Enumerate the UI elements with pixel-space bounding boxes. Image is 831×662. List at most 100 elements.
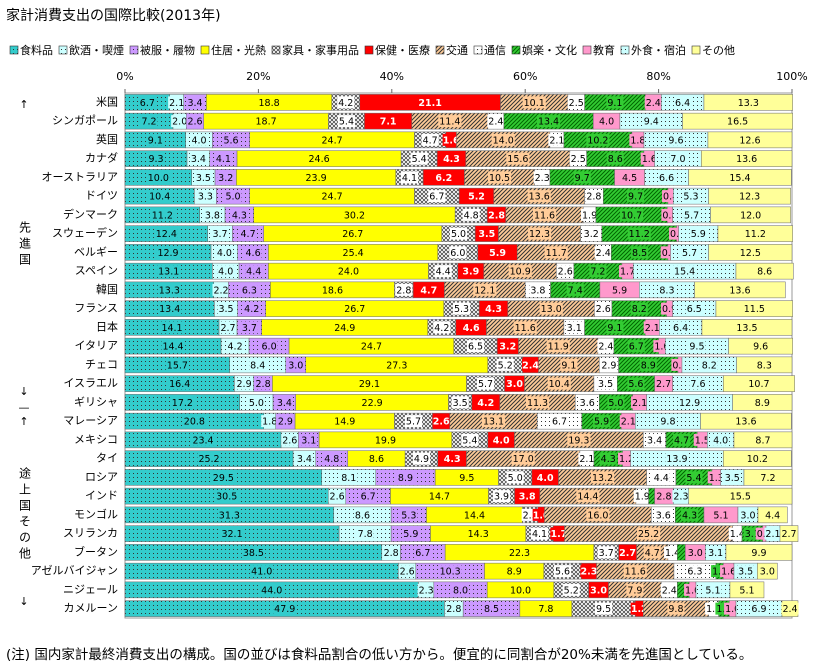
value-label-bg [189, 152, 207, 165]
value-label: 29.1 [359, 379, 380, 390]
value-label-bg [320, 133, 344, 146]
value-label-bg [443, 452, 461, 465]
value-label-bg [215, 490, 239, 503]
value-label: 2.5 [569, 98, 584, 109]
value-label: 9.8 [660, 417, 675, 428]
value-label-bg [482, 602, 501, 615]
value-label-bg [686, 546, 704, 559]
value-label-bg [685, 471, 703, 484]
value-label: 13.2 [592, 473, 613, 484]
value-label: 0.6 [672, 360, 687, 371]
value-label-bg [659, 415, 677, 428]
value-label: 3.7 [242, 323, 257, 334]
value-label: 3.3 [198, 192, 213, 203]
value-label-bg [508, 265, 532, 278]
footnote: (注) 国内家計最終消費支出の構成。国の並びは食料品割合の低い方から。便宜的に同… [6, 646, 752, 662]
value-label: 9.1 [561, 360, 576, 371]
value-label: 4.0 [713, 435, 728, 446]
value-label: 3.7 [599, 548, 614, 559]
value-label: 10.7 [621, 210, 642, 221]
value-label: 5.0 [225, 192, 240, 203]
value-label: 2.8 [396, 285, 411, 296]
value-label-bg [428, 190, 446, 203]
value-label-bg [726, 115, 750, 128]
value-label: 3.1 [301, 435, 316, 446]
value-label-bg [652, 471, 670, 484]
value-label: 9.3 [148, 154, 163, 165]
value-label-bg [581, 208, 599, 221]
value-label-bg [211, 227, 229, 240]
value-label-bg [738, 583, 756, 596]
value-label-bg [412, 452, 431, 465]
value-label: 7.6 [690, 379, 705, 390]
legend-label: 通信 [484, 44, 506, 57]
value-label-bg [418, 96, 442, 109]
value-label: 4.4 [436, 267, 451, 278]
group-label: 途上国その他 [18, 466, 32, 563]
value-label: 26.7 [342, 229, 363, 240]
value-label: 31.3 [219, 510, 240, 521]
legend-label: 教育 [593, 43, 615, 57]
value-label-bg [499, 340, 517, 353]
value-label-bg [220, 527, 244, 540]
value-label-bg [764, 508, 782, 521]
value-label-bg [669, 152, 687, 165]
value-label: 4.0 [537, 473, 554, 484]
value-label-bg [402, 527, 420, 540]
value-label: 5.7 [684, 210, 699, 221]
value-label-bg [781, 602, 799, 615]
value-label-bg [240, 283, 258, 296]
value-label: 1.0 [654, 342, 669, 353]
value-label: 7.9 [627, 585, 642, 596]
value-label-bg [148, 190, 172, 203]
value-label-bg [738, 246, 762, 259]
value-label: 9.8 [668, 604, 683, 615]
category-label: カメルーン [64, 602, 118, 615]
value-label: 25.2 [638, 529, 659, 540]
value-label-bg [654, 508, 672, 521]
value-label: 5.7 [478, 379, 493, 390]
value-label: 38.5 [243, 548, 264, 559]
value-label-bg [442, 152, 461, 165]
value-label-bg [685, 302, 703, 315]
value-label: 10.0 [148, 173, 169, 184]
value-label-bg [712, 433, 730, 446]
value-label-bg [182, 415, 206, 428]
value-label: 5.0 [508, 473, 523, 484]
value-label-bg [683, 208, 701, 221]
value-label: 4.2 [244, 304, 259, 315]
value-label-bg [672, 490, 690, 503]
value-label: 8.3 [659, 285, 674, 296]
value-label-bg [336, 265, 361, 278]
value-label-bg [562, 583, 580, 596]
value-label-bg [743, 227, 767, 240]
value-label-bg [642, 115, 660, 128]
value-label-bg [529, 283, 547, 296]
value-label: 2.4 [488, 117, 503, 128]
value-label: 12.0 [740, 210, 761, 221]
value-label: 19.9 [375, 435, 396, 446]
legend-label: 住居・光熱 [211, 43, 266, 57]
value-label-bg [505, 565, 523, 578]
value-label-bg [644, 96, 662, 109]
value-label: 4.3 [601, 454, 616, 465]
value-label: 12.6 [739, 135, 760, 146]
value-label-bg [582, 227, 600, 240]
value-label: 0.8 [662, 210, 677, 221]
value-label: 5.9 [403, 529, 418, 540]
value-label: 4.6 [463, 323, 480, 334]
value-label-bg [567, 433, 591, 446]
value-label: 8.2 [702, 360, 717, 371]
value-label-bg [707, 546, 725, 559]
value-label: 9.1 [607, 323, 622, 334]
value-label: 24.7 [322, 192, 343, 203]
value-label: 24.6 [309, 154, 330, 165]
value-label: 19.3 [568, 435, 589, 446]
value-label: 4.0 [191, 135, 206, 146]
value-label: 2.4 [522, 360, 539, 371]
value-label-bg [633, 490, 651, 503]
value-label-bg [728, 490, 752, 503]
value-label-bg [536, 471, 554, 484]
value-label-bg [147, 152, 165, 165]
